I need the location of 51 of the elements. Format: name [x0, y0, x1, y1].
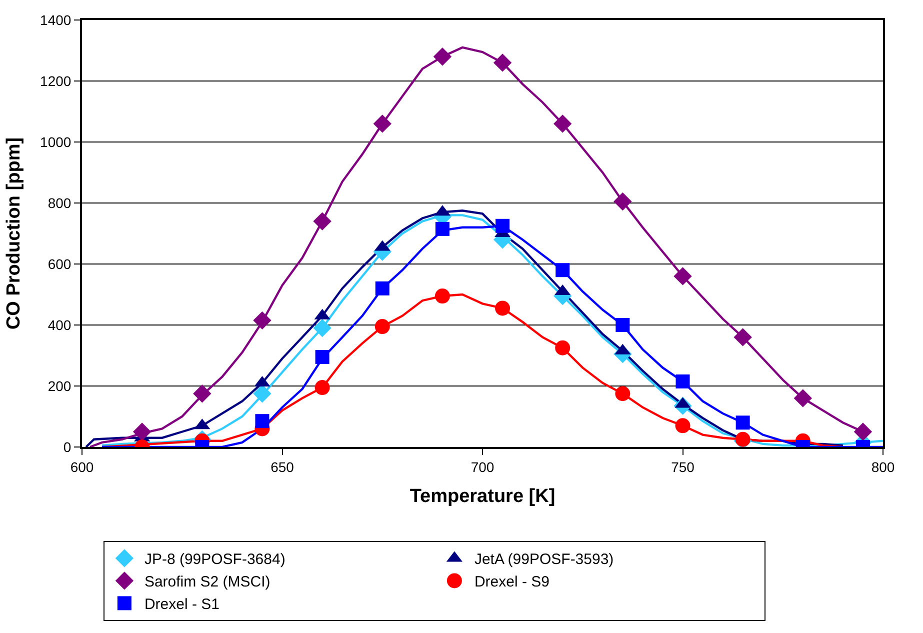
- point: [255, 414, 270, 428]
- point: [435, 222, 450, 236]
- y-tick-label: 400: [48, 316, 72, 333]
- point: [374, 319, 390, 334]
- point: [676, 374, 690, 388]
- point: [734, 328, 752, 346]
- point: [313, 318, 332, 338]
- point: [615, 386, 630, 402]
- y-tick-label: 200: [48, 378, 72, 394]
- legend-label: Drexel - S1: [144, 596, 220, 614]
- y-axis-title: CO Production [ppm]: [3, 137, 24, 330]
- point: [556, 263, 570, 278]
- legend-label: JetA (99POSF-3593): [474, 551, 614, 568]
- legend-label: JP-8 (99POSF-3684): [144, 551, 286, 568]
- point: [496, 218, 510, 233]
- point: [854, 422, 872, 441]
- x-tick-label: 750: [671, 458, 695, 475]
- x-axis-title: Temperature [K]: [410, 486, 556, 508]
- point: [674, 267, 692, 286]
- point: [555, 340, 570, 356]
- point: [373, 114, 392, 133]
- x-tick-label: 700: [470, 458, 494, 475]
- x-tick-label: 650: [270, 458, 294, 475]
- point: [253, 311, 272, 330]
- point: [675, 418, 690, 434]
- point: [434, 288, 450, 304]
- point: [736, 416, 750, 430]
- legend-label: Drexel - S9: [474, 574, 550, 591]
- y-tick-label: 600: [48, 256, 72, 272]
- y-tick-label: 1200: [40, 72, 72, 89]
- point: [614, 192, 632, 211]
- y-tick-label: 1400: [40, 12, 72, 28]
- point: [554, 114, 572, 133]
- point: [794, 389, 812, 408]
- point: [313, 212, 332, 230]
- point: [193, 384, 212, 403]
- point: [495, 300, 510, 316]
- point: [375, 281, 390, 296]
- point: [253, 384, 272, 403]
- point: [493, 54, 512, 72]
- legend-label: Sarofim S2 (MSCI): [144, 574, 270, 591]
- point: [315, 350, 330, 364]
- y-tick-label: 0: [63, 438, 72, 455]
- point: [433, 48, 452, 66]
- y-tick-label: 1000: [40, 134, 72, 150]
- x-tick-label: 800: [871, 458, 895, 475]
- point: [314, 380, 330, 396]
- x-tick-label: 600: [70, 458, 94, 475]
- point: [132, 422, 152, 441]
- y-tick-label: 800: [48, 194, 72, 211]
- point: [616, 318, 630, 332]
